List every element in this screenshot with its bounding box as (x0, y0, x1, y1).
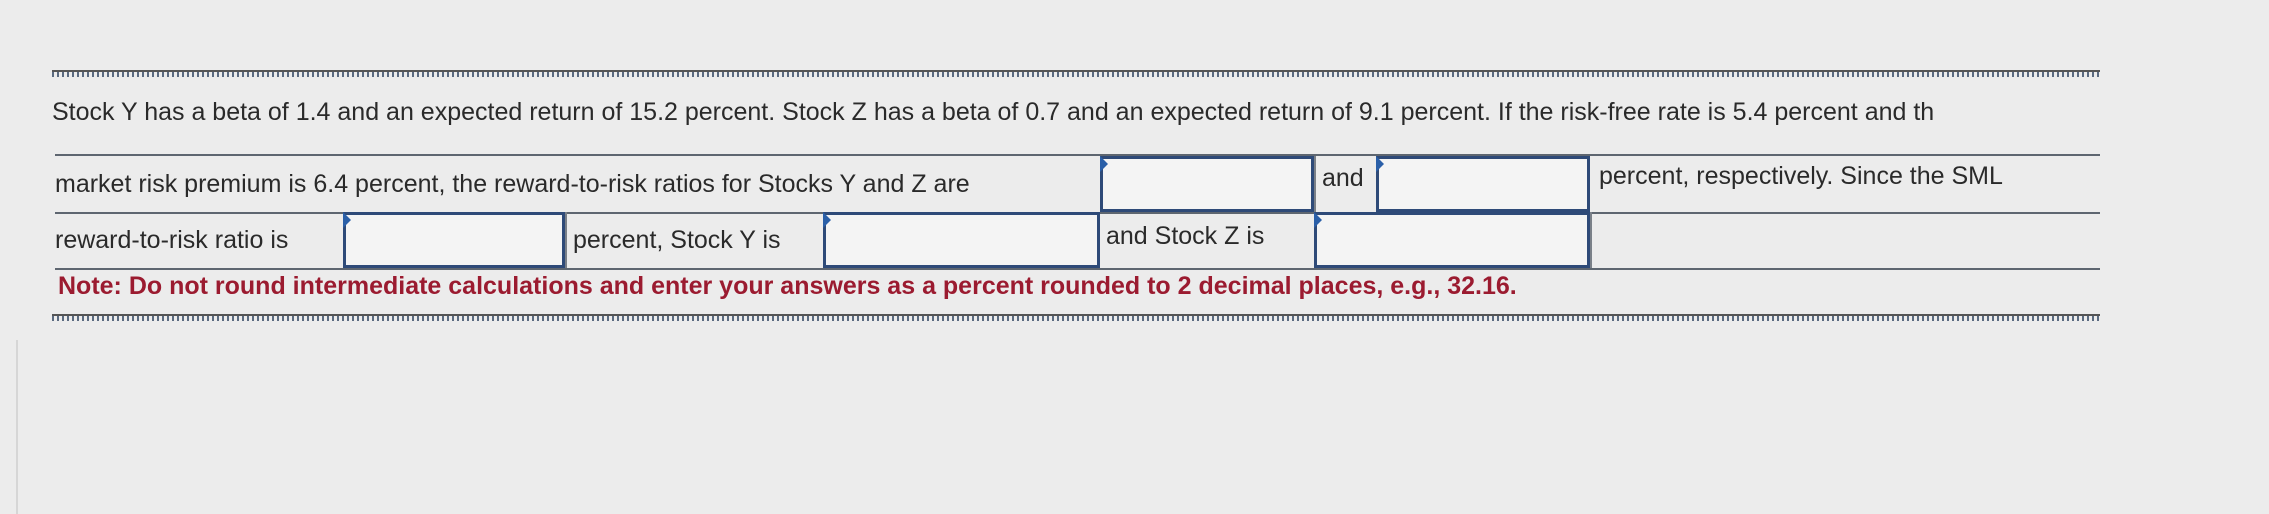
stock-z-status-input[interactable] (1314, 212, 1590, 268)
row2-empty-cell (1590, 212, 2100, 268)
ratio-z-input[interactable] (1376, 156, 1590, 212)
note-text: Note: Do not round intermediate calculat… (58, 272, 1517, 300)
row1-suffix: percent, respectively. Since the SML (1599, 162, 2003, 190)
row1-text: market risk premium is 6.4 percent, the … (55, 169, 970, 198)
bottom-divider (52, 314, 2100, 321)
question-row-2: reward-to-risk ratio is percent, Stock Y… (55, 212, 2100, 270)
top-divider (52, 70, 2100, 77)
ratio-y-input[interactable] (1100, 156, 1314, 212)
stock-z-label: and Stock Z is (1106, 222, 1265, 250)
side-panel-edge (0, 340, 18, 514)
and-label: and (1314, 156, 1376, 212)
question-row-1: market risk premium is 6.4 percent, the … (55, 154, 2100, 214)
stock-y-label: percent, Stock Y is (565, 212, 823, 268)
sml-ratio-input[interactable] (343, 212, 565, 268)
row2-text: reward-to-risk ratio is (55, 225, 289, 254)
stock-y-status-input[interactable] (823, 212, 1100, 268)
question-line-1: Stock Y has a beta of 1.4 and an expecte… (52, 98, 1935, 126)
